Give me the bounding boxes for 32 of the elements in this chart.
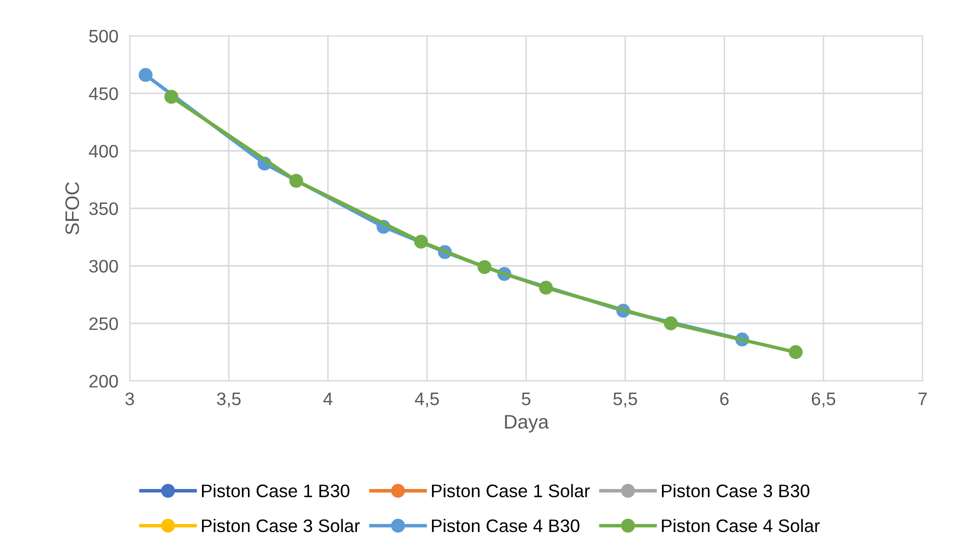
y-tick-label: 250 — [89, 317, 118, 330]
point — [289, 174, 304, 188]
y-axis-title: SFOC — [65, 182, 80, 234]
point — [788, 345, 803, 360]
x-tick-label: 5 — [522, 392, 530, 406]
x-tick-label: 5,5 — [613, 392, 638, 408]
legend-label: Piston Case 4 B30 — [432, 518, 580, 532]
x-tick-label: 4,5 — [414, 392, 439, 408]
point — [664, 316, 678, 330]
legend-label: Piston Case 4 Solar — [662, 518, 820, 532]
y-tick-label: 450 — [88, 87, 118, 100]
y-tick-label: 500 — [89, 30, 118, 43]
y-tick-label: 350 — [89, 202, 118, 216]
y-tick-label: 200 — [89, 374, 118, 388]
point — [164, 90, 178, 104]
x-tick-label: 3,5 — [216, 392, 241, 408]
x-tick-label: 3 — [125, 392, 134, 406]
point — [414, 234, 428, 249]
x-tick-label: 7 — [918, 392, 927, 406]
legend-label: Piston Case 1 Solar — [432, 484, 590, 498]
y-tick-label: 400 — [88, 144, 118, 158]
legend-label: Piston Case 3 B30 — [662, 484, 810, 498]
legend-label: Piston Case 3 Solar — [202, 518, 360, 532]
point — [138, 68, 153, 82]
x-tick-label: 6 — [720, 392, 729, 406]
y-tick-label: 300 — [89, 260, 118, 273]
legend-label: Piston Case 1 B30 — [202, 484, 350, 498]
x-tick-label: 6,5 — [812, 392, 836, 408]
x-axis-title: Daya — [505, 415, 549, 433]
point — [478, 260, 492, 274]
point — [539, 280, 553, 295]
x-tick-label: 4 — [323, 392, 332, 406]
